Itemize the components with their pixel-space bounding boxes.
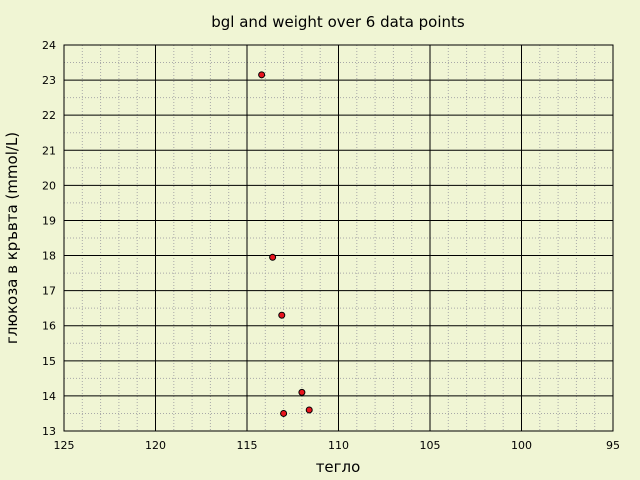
chart-title: bgl and weight over 6 data points: [211, 13, 465, 31]
x-tick-label: 100: [511, 439, 532, 452]
x-tick-label: 120: [145, 439, 166, 452]
data-point: [305, 406, 313, 414]
data-point: [298, 388, 306, 396]
x-tick-label: 125: [54, 439, 75, 452]
y-tick-label: 19: [42, 214, 56, 227]
y-tick-label: 23: [42, 74, 56, 87]
y-tick-label: 13: [42, 425, 56, 438]
x-tick-label: 105: [420, 439, 441, 452]
data-point: [280, 409, 288, 417]
data-point: [258, 71, 266, 79]
x-tick-label: 110: [328, 439, 349, 452]
y-tick-label: 22: [42, 109, 56, 122]
y-tick-label: 14: [42, 390, 56, 403]
x-tick-label: 95: [606, 439, 620, 452]
y-tick-label: 15: [42, 355, 56, 368]
y-tick-label: 16: [42, 320, 56, 333]
y-tick-label: 24: [42, 39, 56, 52]
y-axis-label: глюкоза в кръвта (mmol/L): [3, 132, 21, 344]
data-point: [278, 311, 286, 319]
y-tick-label: 17: [42, 285, 56, 298]
y-tick-label: 18: [42, 250, 56, 263]
plot-frame: [63, 44, 614, 432]
x-tick-label: 115: [237, 439, 258, 452]
y-tick-label: 21: [42, 144, 56, 157]
y-tick-label: 20: [42, 179, 56, 192]
data-point: [269, 253, 277, 261]
plot-area: 125 120 115 110 105 100 95 13 14 15 16 17 18 19 20 21 22…: [42, 39, 620, 452]
x-axis-label: тегло: [316, 458, 361, 476]
